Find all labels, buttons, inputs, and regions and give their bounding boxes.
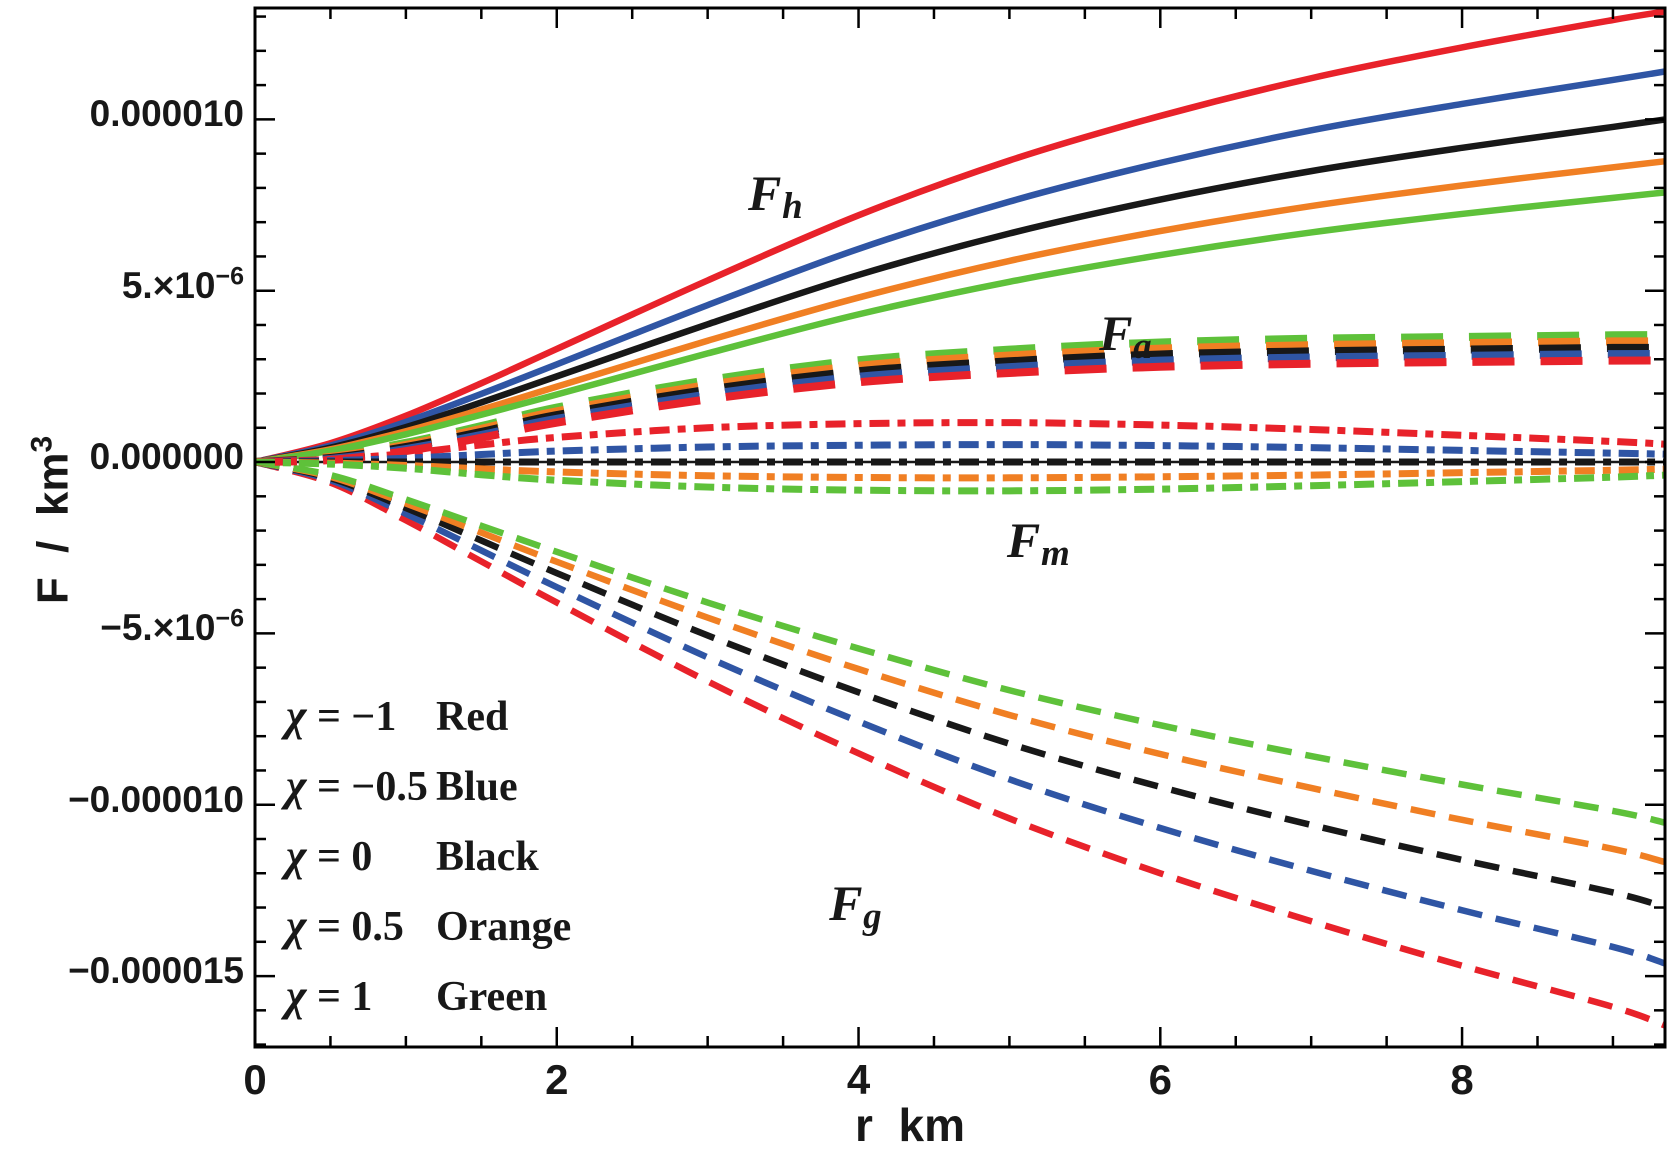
y-tick-label-text: 0.000000 [89,436,244,478]
curve-label-main: F [1006,512,1041,568]
curve-Fh-orange [254,157,1666,466]
curve-Fm-red [254,419,1666,466]
legend-color-name: Red [436,694,509,740]
legend: χ = −1 Red χ = −0.5 Blue χ = 0 Black χ = 0.… [286,690,571,1040]
chi-symbol: χ [286,761,307,810]
x-axis-label: r km [855,1099,965,1151]
y-tick-label-exponent: −6 [215,262,244,291]
curve-Fm-green [254,458,1666,495]
curve-label-Fm: Fm [1006,511,1070,574]
legend-row: χ = 0 Black [286,830,571,900]
curve-Fm-orange [254,458,1666,482]
curve-Fh-blue [254,68,1666,466]
legend-row: χ = 1 Green [286,970,571,1040]
x-tick-label: 4 [846,1056,871,1103]
curve-label-Fg: Fg [829,874,882,937]
legend-color-name: Orange [436,904,572,950]
curve-label-sub: h [782,186,803,228]
curve-Fg-black [254,458,1666,911]
chi-value: = 0 [306,834,373,880]
legend-color-name: Black [436,834,539,880]
legend-row: χ = 0.5 Orange [286,900,571,970]
x-tick-label: 6 [1148,1056,1172,1103]
y-tick-label-text: 0.000010 [89,93,244,135]
legend-row: χ = −1 Red [286,690,571,760]
curve-label-sub: g [863,896,882,938]
legend-color-name: Green [436,974,548,1020]
legend-row: χ = −0.5 Blue [286,760,571,830]
curve-label-main: F [1099,305,1133,361]
chi-symbol: χ [286,901,307,950]
y-tick-label-text: 5.×10 [121,264,216,306]
curve-label-sub: m [1041,533,1070,575]
y-tick-label-text: −5.×10 [100,607,216,649]
curve-Fh-green [254,189,1666,466]
legend-color-name: Blue [436,764,518,810]
y-tick-label: 0.000010 [16,93,244,145]
chi-symbol: χ [286,831,307,880]
curve-Fg-orange [254,458,1666,866]
plot-frame [253,6,1667,1049]
y-tick-label: 5.×10−6 [16,262,244,317]
curve-Fm-blue [254,441,1666,466]
curve-label-sub: a [1133,326,1152,368]
curve-Fh-red [254,8,1666,466]
y-tick-label: −0.000015 [16,950,244,1002]
chi-value: = 0.5 [306,904,404,950]
curve-Fh-black [254,116,1666,466]
curve-label-main: F [829,875,863,931]
x-tick-label: 0 [243,1056,267,1103]
chi-value: = −1 [306,694,397,740]
x-tick-label: 8 [1450,1056,1474,1103]
y-tick-label-text: −0.000015 [68,950,244,992]
curve-label-Fa: Fa [1099,304,1152,367]
curve-Fg-green [254,458,1666,827]
y-tick-label: −5.×10−6 [16,607,244,659]
curve-Fg-red [254,458,1666,1029]
curve-label-Fh: Fh [748,164,803,227]
chi-symbol: χ [286,691,307,740]
chi-value: = 1 [306,974,373,1020]
y-tick-label: −0.000010 [16,779,244,831]
y-tick-label: 0.000000 [16,436,244,488]
curve-label-main: F [748,165,782,221]
chi-value: = −0.5 [306,764,428,810]
chi-symbol: χ [286,971,307,1020]
x-tick-label: 2 [545,1056,569,1103]
y-tick-label-text: −0.000010 [68,778,244,820]
y-tick-label-exponent: −6 [215,605,244,634]
